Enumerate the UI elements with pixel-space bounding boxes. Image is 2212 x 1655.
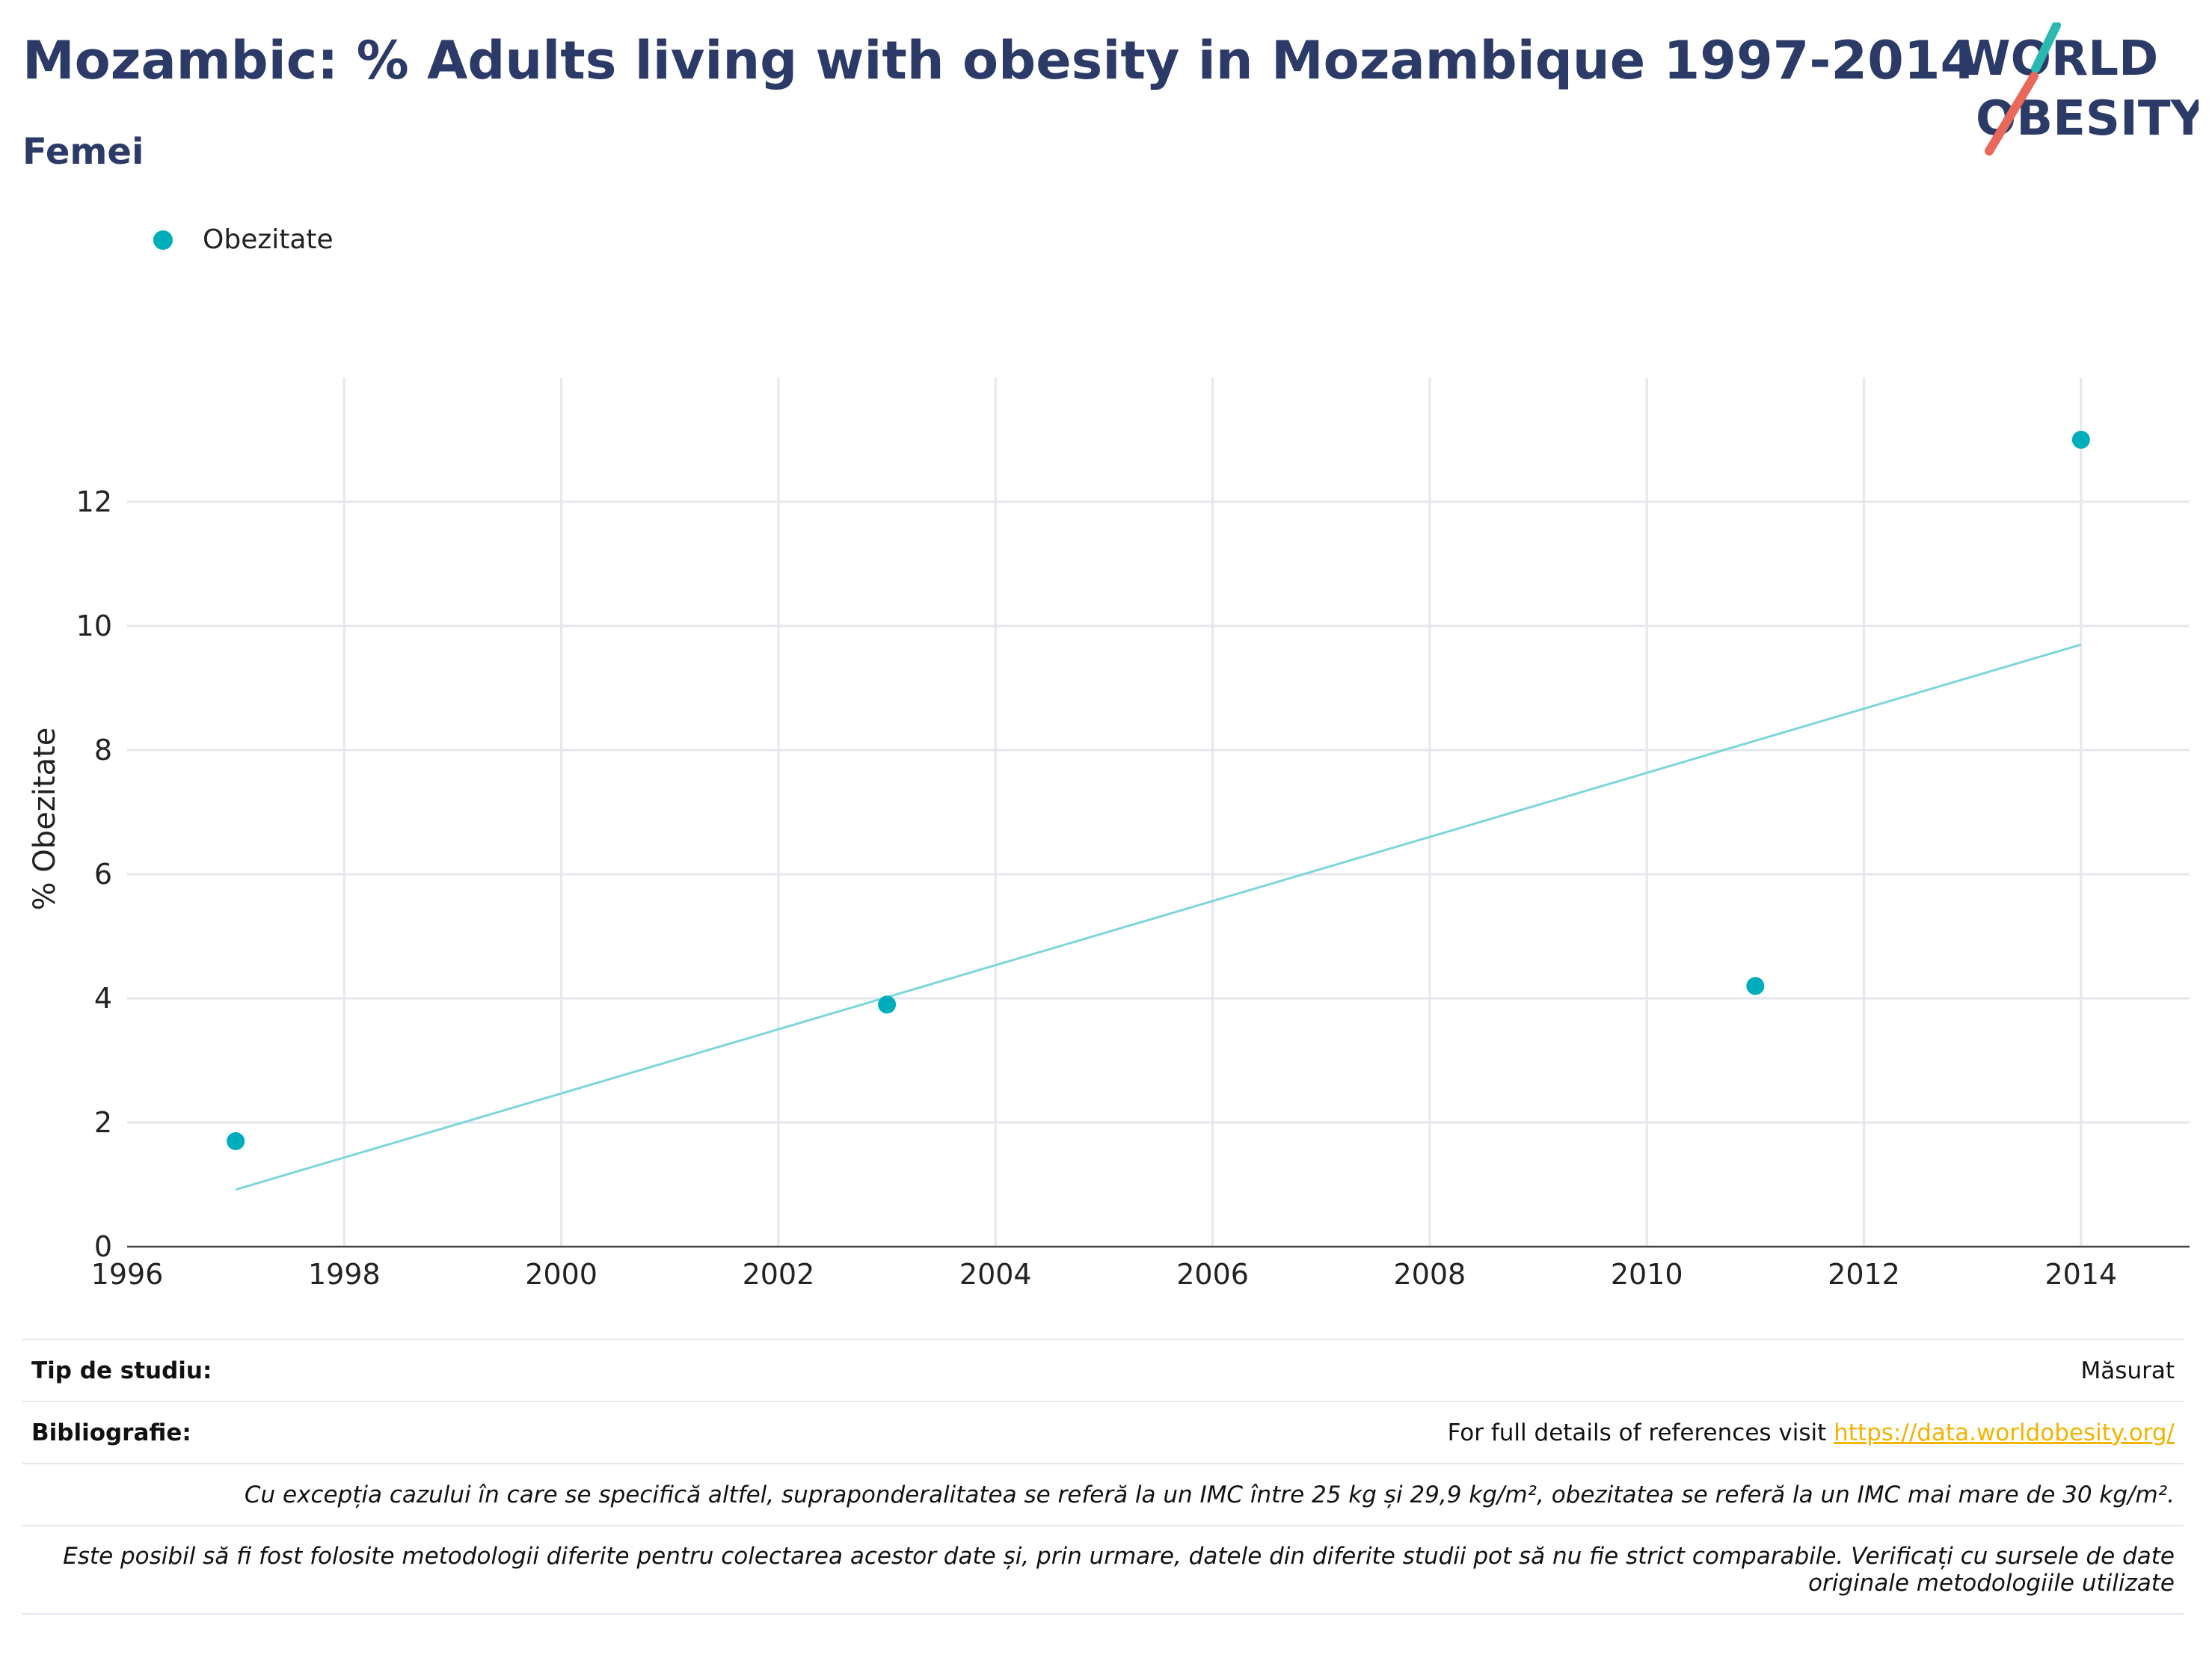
world-obesity-logo: WORLD OBESITY [1958, 22, 2199, 156]
data-points [227, 431, 2090, 1150]
y-tick-label: 6 [94, 858, 112, 891]
x-tick-label: 2002 [743, 1258, 815, 1291]
bibliography-text: For full details of references visit [1447, 1419, 1834, 1446]
study-type-value: Măsurat [2080, 1357, 2175, 1384]
footer-row-study-type: Tip de studiu: Măsurat [22, 1339, 2184, 1401]
trendline [235, 643, 2082, 1191]
footer-table: Tip de studiu: Măsurat Bibliografie: For… [22, 1339, 2184, 1615]
grid-lines [127, 378, 2190, 1247]
legend[interactable]: Obezitate [153, 224, 334, 255]
definition-note: Cu excepția cazului în care se specifică… [244, 1481, 2175, 1508]
footer-row-bibliography: Bibliografie: For full details of refere… [22, 1401, 2184, 1463]
data-point [878, 995, 897, 1014]
logo-coral-slash [1985, 72, 2039, 156]
y-axis-label: % Obezitate [28, 727, 62, 911]
footer-row-note1: Cu excepția cazului în care se specifică… [22, 1463, 2184, 1525]
logo-teal-slash [2031, 22, 2061, 73]
data-point [227, 1132, 245, 1150]
x-tick-label: 2000 [525, 1258, 597, 1291]
logo-line1: WORLD [1958, 31, 2158, 87]
bibliography-label: Bibliografie: [31, 1419, 191, 1446]
data-point [1746, 977, 1765, 995]
legend-marker [153, 230, 173, 250]
y-tick-label: 0 [94, 1230, 112, 1263]
trendline-group [235, 643, 2082, 1191]
x-tick-label: 2010 [1611, 1258, 1683, 1291]
study-type-label: Tip de studiu: [31, 1357, 212, 1384]
y-tick-label: 12 [76, 485, 112, 518]
y-tick-label: 2 [94, 1106, 112, 1139]
bibliography-link[interactable]: https://data.worldobesity.org/ [1834, 1419, 2175, 1446]
footer-row-note2: Este posibil să fi fost folosite metodol… [22, 1525, 2184, 1615]
x-tick-label: 2008 [1394, 1258, 1466, 1291]
y-tick-label: 8 [94, 734, 112, 767]
data-point [2071, 431, 2090, 449]
y-tick-labels: 0 2 4 6 8 10 12 [76, 485, 112, 1263]
legend-label: Obezitate [203, 224, 334, 255]
x-tick-label: 2014 [2044, 1258, 2117, 1291]
x-tick-label: 1998 [308, 1258, 381, 1291]
chart-title: Mozambic: % Adults living with obesity i… [22, 30, 1977, 91]
x-tick-label: 1996 [91, 1258, 164, 1291]
y-tick-label: 10 [76, 610, 112, 642]
x-tick-label: 2012 [1828, 1258, 1900, 1291]
scatter-chart: 0 2 4 6 8 10 12 1996 1998 2000 2002 2004 2006 2008 20… [76, 378, 2190, 1291]
chart-subtitle: Femei [22, 131, 144, 173]
bibliography-value: For full details of references visit htt… [1448, 1419, 2175, 1446]
methodology-note: Este posibil să fi fost folosite metodol… [63, 1543, 2175, 1597]
y-tick-label: 4 [94, 982, 112, 1015]
x-tick-labels: 1996 1998 2000 2002 2004 2006 2008 2010 2012 2014 [91, 1258, 2118, 1291]
x-tick-label: 2006 [1176, 1258, 1249, 1291]
x-tick-label: 2004 [959, 1258, 1032, 1291]
